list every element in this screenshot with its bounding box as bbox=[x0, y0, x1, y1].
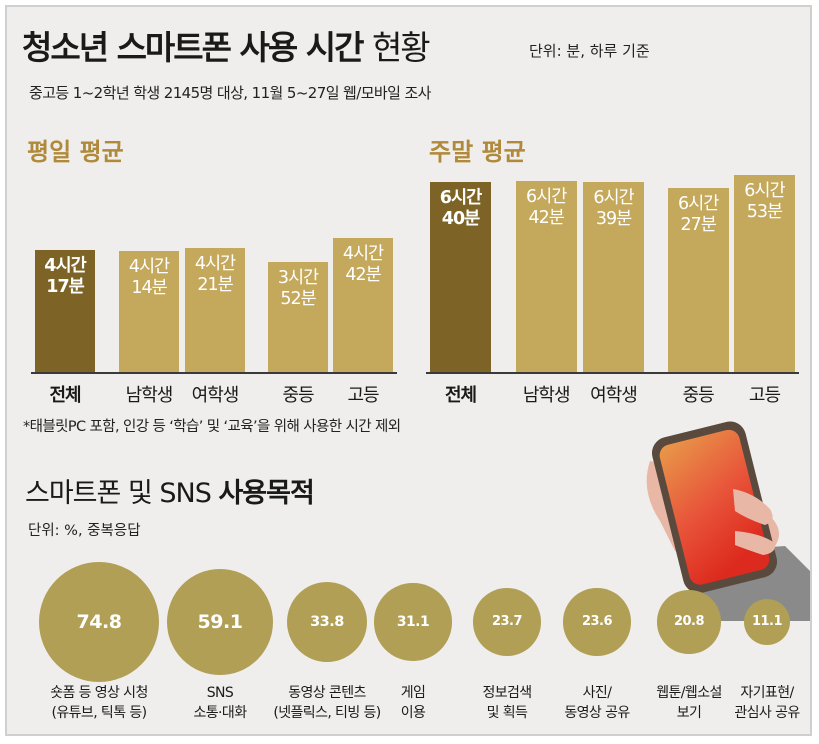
purpose-label: 웹툰/웹소설 보기 bbox=[656, 685, 722, 721]
infographic-frame: 청소년 스마트폰 사용 시간 현황 단위: 분, 하루 기준 중고등 1~2학년… bbox=[5, 5, 812, 736]
survey-subtitle: 중고등 1~2학년 학생 2145명 대상, 11월 5~27일 웹/모바일 조… bbox=[29, 84, 431, 102]
purpose-label: 동영상 콘텐츠 (넷플릭스, 티빙 등) bbox=[273, 685, 381, 721]
bar-category-3: 3시간 52분 bbox=[268, 262, 328, 372]
weekend-title: 주말 평균 bbox=[429, 138, 526, 166]
baseline bbox=[31, 372, 397, 374]
purpose-label: 자기표현/ 관심사 공유 bbox=[734, 685, 800, 721]
bar-category-4: 4시간 42분 bbox=[333, 238, 393, 372]
page-title: 청소년 스마트폰 사용 시간 현황 bbox=[22, 21, 431, 69]
category-label: 전체 bbox=[49, 385, 81, 406]
bar-category-1: 4시간 14분 bbox=[119, 251, 179, 372]
baseline bbox=[426, 372, 799, 374]
category-label: 중등 bbox=[282, 385, 314, 406]
category-label: 여학생 bbox=[191, 385, 240, 406]
category-label: 고등 bbox=[347, 385, 379, 406]
purpose-title: 스마트폰 및 SNS 사용목적 bbox=[25, 471, 315, 510]
footnote: *태블릿PC 포함, 인강 등 ‘학습’ 및 ‘교육’을 위해 사용한 시간 제… bbox=[23, 419, 401, 435]
purpose-title-light: 스마트폰 및 SNS bbox=[25, 478, 212, 509]
purpose-bubble: 33.8 bbox=[286, 581, 368, 663]
purpose-bubble: 74.8 bbox=[39, 562, 159, 682]
purpose-label: 숏폼 등 영상 시청 (유튜브, 틱톡 등) bbox=[50, 685, 148, 721]
title-unit: 단위: 분, 하루 기준 bbox=[529, 42, 650, 60]
purpose-bubble: 20.8 bbox=[657, 590, 721, 654]
category-label: 남학생 bbox=[125, 385, 174, 406]
purpose-label: SNS 소통·대화 bbox=[193, 685, 248, 721]
purpose-label: 정보검색 및 획득 bbox=[482, 685, 532, 721]
purpose-bubble: 59.1 bbox=[166, 568, 274, 676]
bar-total: 4시간 17분 bbox=[35, 250, 95, 372]
title-light: 현황 bbox=[371, 28, 431, 67]
category-label: 전체 bbox=[444, 385, 477, 406]
purpose-bubble-chart: 74.8 숏폼 등 영상 시청 (유튜브, 틱톡 등) 59.1 SNS 소통·대화 3… bbox=[7, 7, 810, 734]
bar-category-3: 6시간 27분 bbox=[667, 188, 729, 372]
bar-category-2: 6시간 39분 bbox=[583, 182, 644, 372]
weekday-title: 평일 평균 bbox=[27, 138, 124, 166]
bar-total: 6시간 40분 bbox=[430, 182, 491, 372]
purpose-bubble: 23.6 bbox=[563, 588, 631, 656]
purpose-label: 사진/ 동영상 공유 bbox=[564, 685, 630, 721]
title-bold: 청소년 스마트폰 사용 시간 bbox=[22, 28, 364, 67]
bar-category-4: 6시간 53분 bbox=[733, 175, 795, 372]
purpose-title-bold: 사용목적 bbox=[218, 478, 314, 509]
category-label: 고등 bbox=[748, 385, 781, 406]
purpose-bubble: 31.1 bbox=[374, 583, 452, 661]
purpose-unit: 단위: %, 중복응답 bbox=[28, 523, 141, 539]
smartphone-hand-icon bbox=[646, 421, 810, 621]
purpose-bubble: 23.7 bbox=[473, 588, 541, 656]
bar-category-2: 4시간 21분 bbox=[185, 248, 245, 372]
purpose-bubble: 11.1 bbox=[743, 598, 791, 646]
purpose-label: 게임 이용 bbox=[400, 685, 426, 721]
category-label: 남학생 bbox=[522, 385, 571, 406]
bar-category-1: 6시간 42분 bbox=[515, 181, 577, 372]
category-label: 중등 bbox=[682, 385, 715, 406]
category-label: 여학생 bbox=[590, 385, 638, 406]
